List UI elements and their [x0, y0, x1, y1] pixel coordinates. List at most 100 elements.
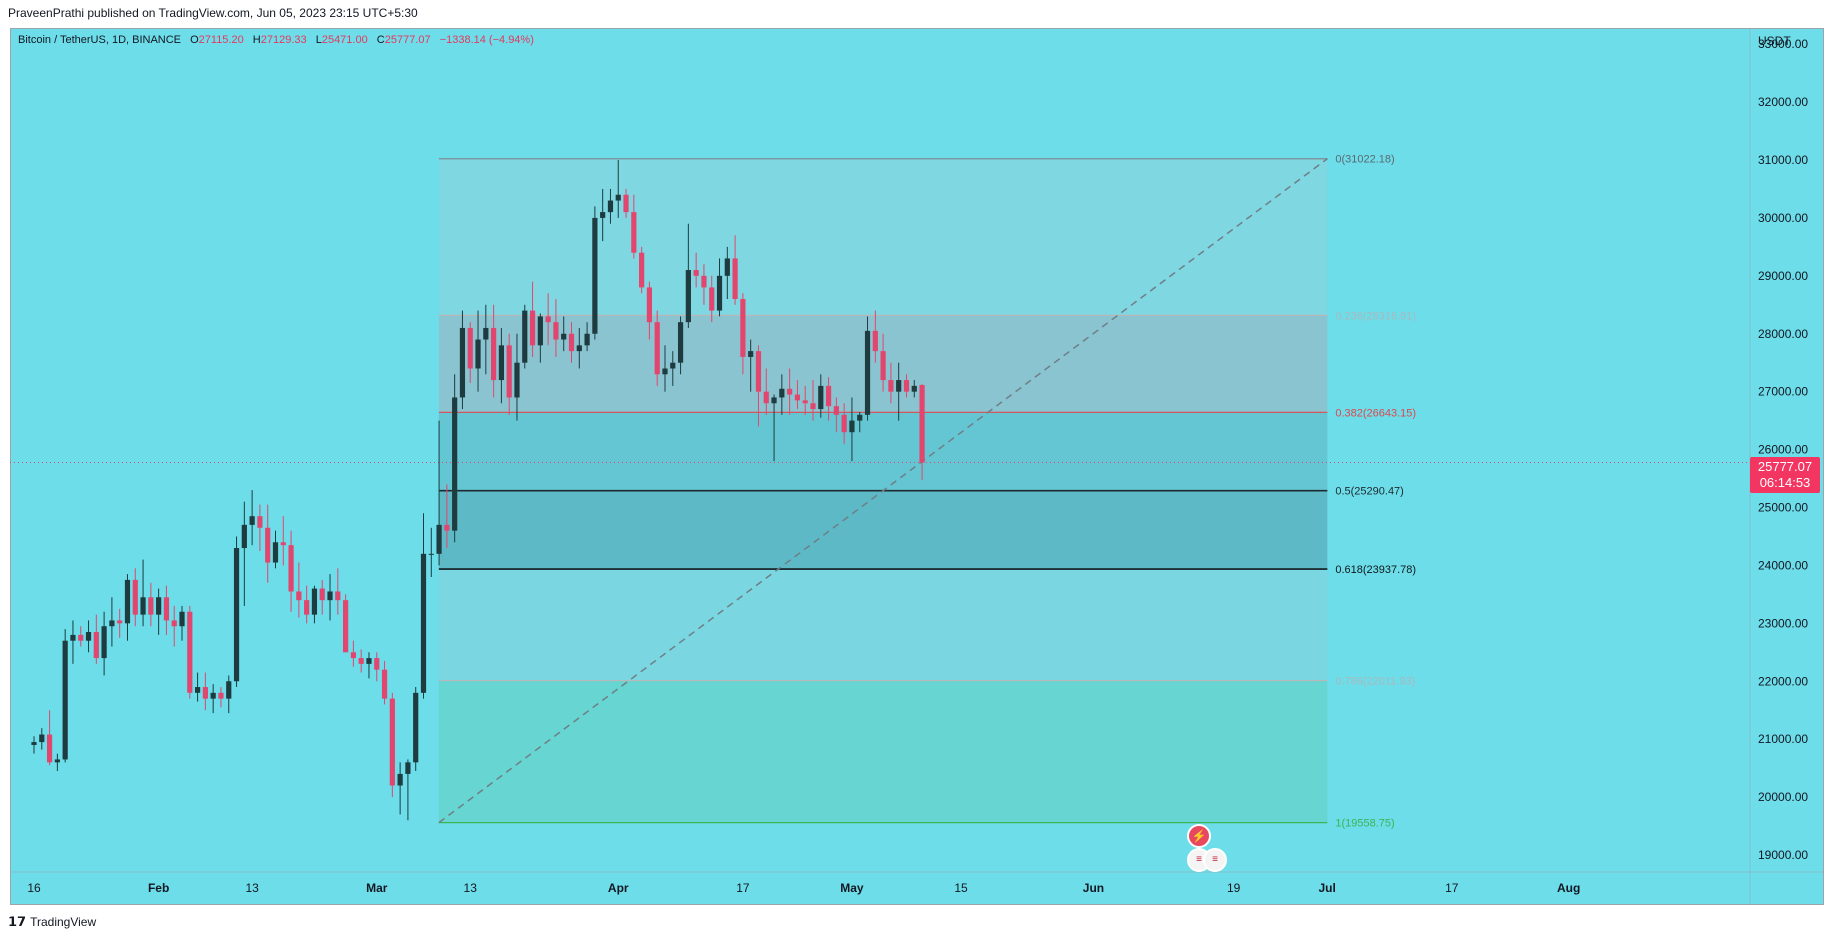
- candle-body: [639, 252, 645, 288]
- lightning-event-icon[interactable]: ⚡: [1187, 824, 1211, 848]
- candle-body: [693, 270, 699, 276]
- candle-body: [62, 640, 68, 760]
- candle-body: [366, 658, 372, 664]
- candle-body: [257, 516, 263, 528]
- y-tick-label: 31000.00: [1758, 153, 1808, 167]
- candle-body: [748, 351, 754, 357]
- fib-label-0.5: 0.5(25290.47): [1335, 486, 1404, 498]
- candle-body: [444, 524, 450, 531]
- x-tick-label: Feb: [148, 881, 169, 895]
- candle-body: [607, 200, 614, 213]
- candle-body: [592, 217, 598, 334]
- open-label: O: [190, 34, 199, 46]
- tradingview-logo-icon: 𝟭𝟳: [8, 914, 27, 929]
- candle-body: [389, 698, 395, 786]
- candle-body: [467, 327, 473, 369]
- candle-body: [78, 634, 84, 641]
- candle-body: [568, 333, 575, 352]
- low-label: L: [315, 34, 322, 46]
- candle-body: [561, 333, 567, 340]
- us-flag-event-icon-2[interactable]: ≡: [1203, 848, 1227, 872]
- fib-label-0.236: 0.236(28316.81): [1335, 310, 1416, 322]
- high-label: H: [252, 34, 261, 46]
- candle-body: [709, 287, 715, 311]
- candle-body: [880, 351, 886, 381]
- candle-body: [101, 626, 107, 659]
- candle-countdown: 06:14:53: [1759, 475, 1811, 490]
- fib-trendline: [438, 158, 1328, 824]
- x-tick-label: Jul: [1318, 881, 1335, 895]
- fib-label-0.382: 0.382(26643.15): [1335, 407, 1416, 419]
- candle-body: [514, 362, 520, 398]
- x-tick-label: 13: [245, 881, 259, 895]
- x-tick-label: 13: [464, 881, 478, 895]
- footer-brand: TradingView: [30, 915, 97, 929]
- y-tick-label: 25000.00: [1758, 501, 1808, 515]
- candle-body: [148, 597, 154, 615]
- candle-body: [428, 553, 434, 555]
- candle-body: [124, 579, 131, 624]
- candle-body: [755, 351, 762, 392]
- candle-body: [677, 322, 684, 363]
- candle-body: [483, 327, 489, 340]
- publisher-line: PraveenPrathi published on TradingView.c…: [8, 6, 418, 20]
- candle-body: [911, 385, 917, 392]
- candle-body: [296, 591, 302, 601]
- candle-body: [529, 310, 536, 346]
- x-tick-label: Mar: [366, 881, 388, 895]
- close-label: C: [376, 34, 385, 46]
- last-price-value: 25777.07: [1757, 459, 1813, 474]
- candle-body: [872, 330, 878, 352]
- fib-zone-5: [438, 680, 1328, 823]
- candle-body: [818, 385, 824, 410]
- fib-zone-4: [438, 569, 1328, 681]
- candle-body: [685, 270, 691, 323]
- candle-body: [405, 762, 411, 774]
- y-tick-label: 24000.00: [1758, 558, 1808, 572]
- candle-body: [31, 742, 37, 745]
- x-tick-label: Jun: [1083, 881, 1104, 895]
- y-tick-label: 27000.00: [1758, 385, 1808, 399]
- candle-body: [117, 620, 123, 624]
- candle-body: [265, 527, 271, 563]
- candle-body: [194, 687, 201, 693]
- candle-body: [833, 406, 839, 415]
- fib-label-0.618: 0.618(23937.78): [1335, 564, 1416, 576]
- candle-body: [787, 388, 793, 395]
- candle-body: [241, 524, 247, 549]
- candle-body: [537, 316, 543, 346]
- candle-body: [600, 212, 606, 218]
- y-tick-label: 19000.00: [1758, 848, 1808, 862]
- fib-zone-3: [438, 490, 1328, 570]
- candle-body: [171, 620, 177, 627]
- candle-body: [202, 687, 208, 699]
- candle-body: [109, 620, 115, 627]
- fib-label-0.786: 0.786(22011.93): [1335, 676, 1415, 688]
- high-value: 27129.33: [260, 34, 307, 46]
- candle-body: [864, 330, 871, 415]
- candle-body: [615, 194, 621, 201]
- candle-body: [506, 345, 512, 398]
- x-tick-label: Apr: [608, 881, 629, 895]
- last-price-badge: 25777.07 06:14:53: [1750, 457, 1820, 493]
- fib-zone-2: [438, 412, 1328, 491]
- candle-body: [584, 333, 590, 346]
- candle-body: [896, 380, 902, 392]
- y-tick-label: 22000.00: [1758, 674, 1808, 688]
- y-tick-label: 20000.00: [1758, 790, 1808, 804]
- candle-body: [233, 548, 240, 682]
- candle-body: [623, 194, 629, 213]
- candle-body: [335, 591, 341, 601]
- candle-body: [452, 397, 458, 531]
- currency-label[interactable]: USDT: [1758, 34, 1791, 48]
- candle-body: [319, 588, 325, 601]
- x-tick-label: May: [840, 881, 864, 895]
- candle-body: [825, 385, 832, 407]
- candle-body: [903, 380, 910, 392]
- candle-body: [327, 591, 333, 601]
- candle-body: [272, 542, 279, 563]
- x-tick-label: 17: [1445, 881, 1459, 895]
- candle-body: [179, 611, 185, 627]
- symbol-label[interactable]: Bitcoin / TetherUS, 1D, BINANCE: [18, 34, 182, 46]
